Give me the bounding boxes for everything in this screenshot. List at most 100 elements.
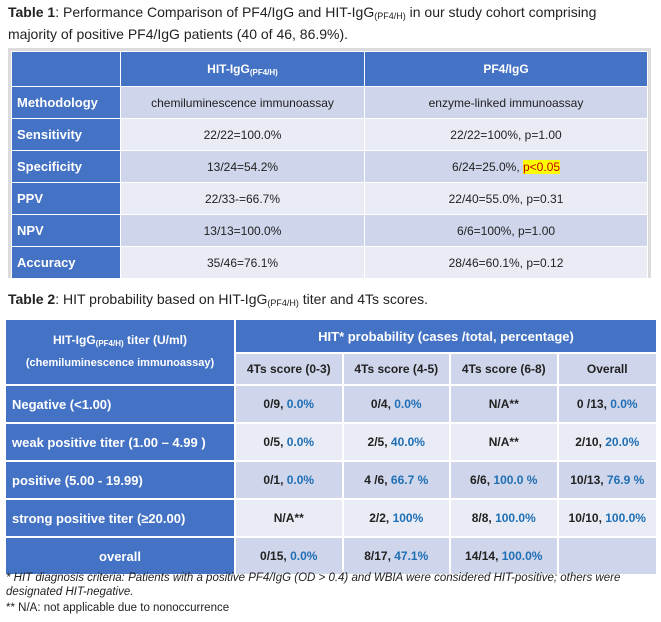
cell-count: 6/6, <box>470 473 494 487</box>
cell-percent: 0.0% <box>286 473 315 487</box>
table1-caption: Table 1: Performance Comparison of PF4/I… <box>8 3 648 43</box>
subheader-4ts-6-8: 4Ts score (6-8) <box>449 352 559 386</box>
table-row: Accuracy 35/46=76.1% 28/46=60.1%, p=0.12 <box>11 246 648 279</box>
table-row: Methodology chemiluminescence immunoassa… <box>11 86 648 119</box>
table1-caption-text-b: in our study cohort comprising majority … <box>8 4 597 42</box>
table-cell: 8/8, 100.0% <box>449 498 559 538</box>
table-cell: 28/46=60.1%, p=0.12 <box>364 246 648 279</box>
row-label: PPV <box>11 182 121 215</box>
cell-count: 10/13, <box>570 473 607 487</box>
table-cell: 22/33-=66.7% <box>120 182 365 215</box>
cell-percent: 0.0% <box>290 549 318 563</box>
table-row: strong positive titer (≥20.00) N/A** 2/2… <box>4 498 658 538</box>
table1-col-hit-igg-sub: (PF4/H) <box>249 67 278 77</box>
table2: HIT-IgG(PF4/H) titer (U/ml) (chemilumine… <box>4 318 658 576</box>
table1-frame: HIT-IgG(PF4/H) PF4/IgG Methodology chemi… <box>8 48 651 279</box>
table-cell: 0/5, 0.0% <box>234 422 344 462</box>
cell-count: 2/2, <box>369 511 393 525</box>
table-cell: N/A** <box>234 498 344 538</box>
table-row: weak positive titer (1.00 – 4.99 ) 0/5, … <box>4 422 658 462</box>
table-cell: 0 /13, 0.0% <box>556 384 658 424</box>
cell-count: 0/15, <box>260 549 291 563</box>
table2-caption-sub: (PF4/H) <box>267 298 299 308</box>
footnote-hit-criteria: * HIT diagnosis criteria: Patients with … <box>6 572 621 598</box>
table-cell: 2/2, 100% <box>341 498 451 538</box>
table1: HIT-IgG(PF4/H) PF4/IgG Methodology chemi… <box>11 51 648 279</box>
cell-count: 0/9, <box>263 397 287 411</box>
table1-corner-cell <box>11 51 121 87</box>
subheader-overall: Overall <box>556 352 658 386</box>
table-cell: 10/10, 100.0% <box>556 498 658 538</box>
cell-count: N/A** <box>488 435 519 449</box>
cell-percent: 66.7 % <box>390 473 429 487</box>
cell-count: 2/5, <box>367 435 391 449</box>
cell-count: 2/10, <box>575 435 606 449</box>
table-cell: 0/4, 0.0% <box>341 384 451 424</box>
corner-line2: (chemiluminescence immunoassay) <box>25 357 215 369</box>
table2-caption: Table 2: HIT probability based on HIT-Ig… <box>8 290 648 312</box>
cell-percent: 100% <box>392 511 424 525</box>
cell-percent: 20.0% <box>605 435 640 449</box>
table-cell: enzyme-linked immunoassay <box>364 86 648 119</box>
table-cell: 2/5, 40.0% <box>341 422 451 462</box>
cell-percent: 100.0 % <box>493 473 538 487</box>
table1-col-hit-igg: HIT-IgG(PF4/H) <box>120 51 365 87</box>
cell-percent: 47.1% <box>394 549 429 563</box>
row-label: Specificity <box>11 150 121 183</box>
row-label: Negative (<1.00) <box>4 384 236 424</box>
cell-count: 10/10, <box>568 511 606 525</box>
row-label: weak positive titer (1.00 – 4.99 ) <box>4 422 236 462</box>
table-cell: 6/6, 100.0 % <box>449 460 559 500</box>
table-cell: 14/14, 100.0% <box>449 536 559 576</box>
cell-count: 8/17, <box>364 549 395 563</box>
cell-percent: 100.0% <box>501 549 543 563</box>
table-cell: 10/13, 76.9 % <box>556 460 658 500</box>
table-cell: 6/6=100%, p=1.00 <box>364 214 648 247</box>
table1-col-pf4-igg: PF4/IgG <box>364 51 648 87</box>
table-row: Specificity 13/24=54.2% 6/24=25.0%, p<0.… <box>11 150 648 183</box>
table-cell: N/A** <box>449 422 559 462</box>
table-cell: 2/10, 20.0% <box>556 422 658 462</box>
cell-percent: 100.0% <box>495 511 536 525</box>
cell-count: 0/1, <box>263 473 287 487</box>
table-cell: N/A** <box>449 384 559 424</box>
table-cell: 22/22=100%, p=1.00 <box>364 118 648 151</box>
cell-percent: 76.9 % <box>606 473 645 487</box>
table1-caption-sub: (PF4/H) <box>374 11 406 21</box>
corner-sub: (PF4/H) <box>95 339 124 348</box>
cell-percent: 0.0% <box>610 397 638 411</box>
table2-caption-label: Table 2 <box>8 291 56 307</box>
table2-header-row: HIT-IgG(PF4/H) titer (U/ml) (chemilumine… <box>4 318 658 386</box>
cell-count: 0/5, <box>263 435 287 449</box>
table-cell: 22/22=100.0% <box>120 118 365 151</box>
table1-caption-label: Table 1 <box>8 4 56 20</box>
corner-tail: titer (U/ml) <box>123 333 187 347</box>
cell-count: 4 /6, <box>364 473 391 487</box>
table1-header-row: HIT-IgG(PF4/H) PF4/IgG <box>11 51 648 87</box>
table-cell: 35/46=76.1% <box>120 246 365 279</box>
cell-percent: 0.0% <box>286 435 315 449</box>
table2-corner-header: HIT-IgG(PF4/H) titer (U/ml) (chemilumine… <box>4 318 236 386</box>
row-label: Methodology <box>11 86 121 119</box>
corner-main: HIT-IgG <box>52 333 96 347</box>
table-cell: chemiluminescence immunoassay <box>120 86 365 119</box>
table2-caption-text-b: titer and 4Ts scores. <box>298 291 429 307</box>
cell-count: N/A** <box>488 397 519 411</box>
table-cell: 4 /6, 66.7 % <box>341 460 451 500</box>
table-cell: 0/1, 0.0% <box>234 460 344 500</box>
cell-percent: 100.0% <box>605 511 646 525</box>
subheader-4ts-4-5: 4Ts score (4-5) <box>341 352 451 386</box>
table-cell: 13/24=54.2% <box>120 150 365 183</box>
table-row: Negative (<1.00) 0/9, 0.0% 0/4, 0.0% N/A… <box>4 384 658 424</box>
cell-count: 0/4, <box>370 397 395 411</box>
row-label: overall <box>4 536 236 576</box>
significance-highlight: p<0.05 <box>523 159 561 174</box>
row-label: Sensitivity <box>11 118 121 151</box>
table-cell: 0/9, 0.0% <box>234 384 344 424</box>
table-cell: 6/24=25.0%, p<0.05 <box>364 150 648 183</box>
table-row: NPV 13/13=100.0% 6/6=100%, p=1.00 <box>11 214 648 247</box>
row-label: strong positive titer (≥20.00) <box>4 498 236 538</box>
table-cell: 0/15, 0.0% <box>234 536 344 576</box>
table-row: positive (5.00 - 19.99) 0/1, 0.0% 4 /6, … <box>4 460 658 500</box>
